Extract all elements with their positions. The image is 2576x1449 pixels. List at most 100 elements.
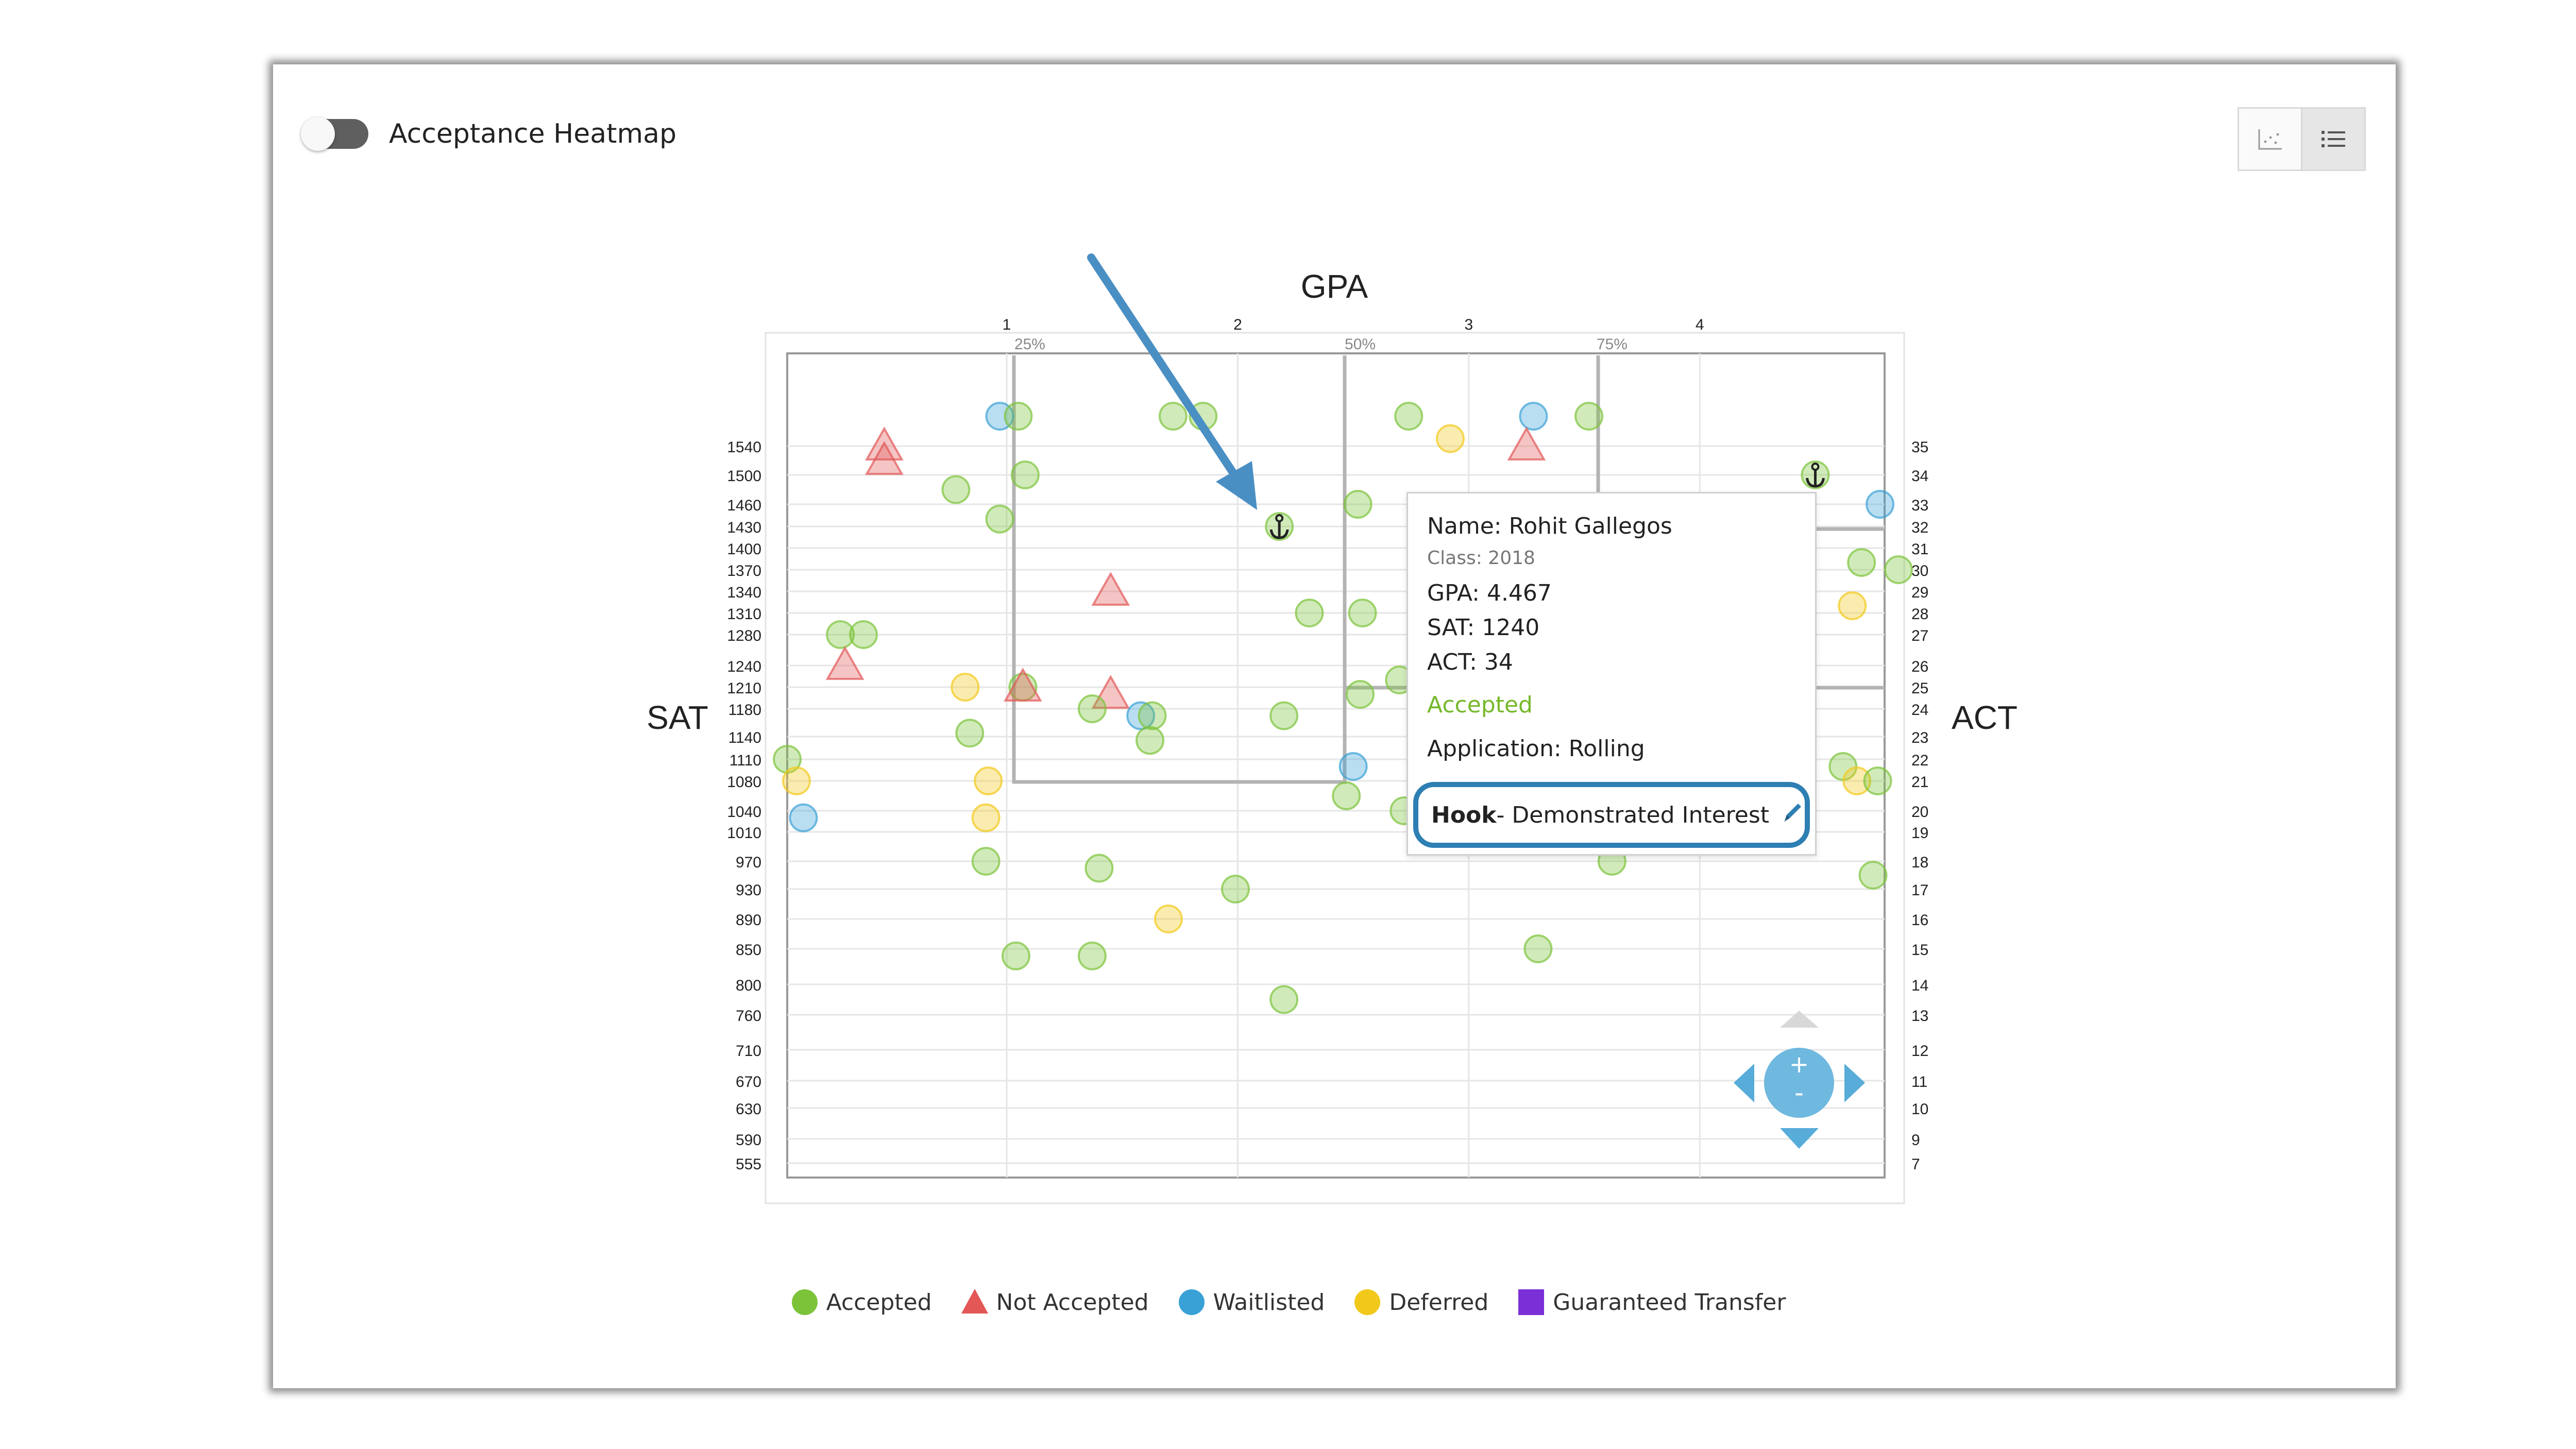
view-switcher bbox=[2238, 107, 2366, 171]
act-tick-label: 33 bbox=[1911, 497, 1928, 514]
data-point-accepted[interactable] bbox=[1346, 680, 1375, 709]
tooltip-class: Class: 2018 bbox=[1427, 548, 1535, 569]
square-marker-icon bbox=[1518, 1289, 1545, 1315]
data-point-accepted[interactable] bbox=[849, 620, 878, 649]
data-point-accepted[interactable] bbox=[1158, 402, 1188, 431]
sat-tick-label: 800 bbox=[736, 977, 761, 994]
sat-tick-label: 890 bbox=[736, 912, 761, 929]
data-point-not-accepted[interactable] bbox=[1507, 426, 1546, 461]
data-point-accepted[interactable] bbox=[971, 847, 1001, 876]
annotation-arrow bbox=[1087, 253, 1257, 510]
gpa-tick-label: 3 bbox=[1464, 316, 1473, 333]
data-point-accepted[interactable] bbox=[1084, 854, 1114, 883]
data-point-accepted[interactable] bbox=[1523, 934, 1553, 963]
gpa-tick-label: 1 bbox=[1003, 316, 1011, 333]
act-axis-label: ACT bbox=[1952, 699, 2018, 736]
data-point-deferred[interactable] bbox=[974, 766, 1003, 795]
data-point-deferred[interactable] bbox=[782, 766, 811, 795]
data-point-accepted[interactable] bbox=[1884, 555, 1913, 584]
data-point-deferred[interactable] bbox=[951, 673, 980, 702]
data-point-accepted[interactable] bbox=[1343, 490, 1372, 519]
legend-item[interactable]: Waitlisted bbox=[1177, 1288, 1325, 1317]
sat-tick-label: 1430 bbox=[727, 519, 761, 536]
tooltip-sat: SAT: 1240 bbox=[1427, 615, 1540, 641]
data-point-deferred[interactable] bbox=[1842, 766, 1872, 795]
legend-label: Deferred bbox=[1389, 1289, 1489, 1316]
data-point-accepted[interactable] bbox=[1394, 402, 1423, 431]
data-point-accepted[interactable] bbox=[1138, 701, 1167, 730]
zoom-out-button[interactable]: - bbox=[1794, 1078, 1804, 1107]
data-point-accepted[interactable] bbox=[1077, 941, 1107, 970]
data-point-deferred[interactable] bbox=[971, 803, 1001, 832]
sat-tick-label: 1210 bbox=[727, 680, 761, 697]
percentile-label: 50% bbox=[1345, 336, 1376, 353]
sat-tick-label: 1340 bbox=[727, 584, 761, 601]
pan-zoom-control: + - bbox=[1734, 1011, 1865, 1149]
act-tick-label: 25 bbox=[1911, 680, 1928, 697]
data-point-accepted[interactable] bbox=[985, 504, 1014, 534]
data-point-accepted[interactable] bbox=[1136, 726, 1165, 755]
data-point-waitlisted[interactable] bbox=[1338, 752, 1368, 781]
hook-label: Hook bbox=[1431, 802, 1497, 828]
data-point-accepted[interactable] bbox=[826, 620, 855, 649]
data-point-waitlisted[interactable] bbox=[1519, 402, 1548, 431]
data-point-not-accepted[interactable] bbox=[865, 440, 904, 475]
data-point-waitlisted[interactable] bbox=[1126, 701, 1156, 730]
data-point-accepted[interactable] bbox=[1269, 985, 1299, 1014]
legend-label: Waitlisted bbox=[1213, 1289, 1325, 1316]
pan-left-arrow[interactable] bbox=[1734, 1064, 1754, 1102]
zoom-circle bbox=[1764, 1048, 1834, 1118]
legend-item[interactable]: Accepted bbox=[790, 1288, 932, 1317]
data-point-accepted[interactable] bbox=[1001, 941, 1030, 970]
data-point-not-accepted[interactable] bbox=[825, 645, 865, 680]
data-point-accepted[interactable] bbox=[1847, 548, 1876, 577]
data-point-accepted[interactable] bbox=[1574, 402, 1604, 431]
data-point-accepted[interactable] bbox=[1010, 461, 1040, 489]
circle-marker-icon bbox=[1178, 1289, 1205, 1315]
sat-tick-label: 1010 bbox=[727, 825, 761, 842]
heatmap-toggle[interactable] bbox=[301, 117, 368, 151]
pan-down-arrow[interactable] bbox=[1780, 1128, 1819, 1149]
data-point-accepted[interactable] bbox=[1221, 875, 1250, 904]
act-tick-label: 31 bbox=[1911, 541, 1928, 558]
legend-item[interactable]: Deferred bbox=[1353, 1288, 1488, 1317]
act-tick-label: 12 bbox=[1911, 1043, 1928, 1060]
sat-tick-label: 1500 bbox=[727, 468, 761, 485]
list-view-button[interactable] bbox=[2302, 107, 2366, 171]
data-point-waitlisted[interactable] bbox=[789, 803, 818, 832]
data-point-not-accepted[interactable] bbox=[1003, 667, 1042, 702]
legend-item[interactable]: Guaranteed Transfer bbox=[1517, 1288, 1786, 1317]
data-point-accepted[interactable] bbox=[955, 719, 985, 748]
pan-right-arrow[interactable] bbox=[1844, 1064, 1865, 1102]
act-tick-label: 7 bbox=[1911, 1156, 1920, 1173]
hook-field[interactable]: Hook - Demonstrated Interest bbox=[1413, 782, 1810, 848]
sat-tick-label: 1140 bbox=[728, 729, 761, 746]
pencil-icon[interactable] bbox=[1781, 800, 1804, 830]
data-point-accepted[interactable] bbox=[1332, 781, 1361, 810]
data-point-deferred[interactable] bbox=[1838, 591, 1867, 620]
heatmap-toggle-label: Acceptance Heatmap bbox=[389, 118, 677, 149]
anchor-icon bbox=[1805, 463, 1825, 488]
gpa-tick-label: 4 bbox=[1696, 316, 1704, 333]
legend-item[interactable]: Not Accepted bbox=[960, 1288, 1149, 1317]
data-point-accepted[interactable] bbox=[1004, 402, 1033, 431]
data-point-deferred[interactable] bbox=[1435, 424, 1465, 453]
data-point-waitlisted[interactable] bbox=[1866, 490, 1895, 519]
pan-up-arrow[interactable] bbox=[1780, 1011, 1819, 1028]
data-point-accepted[interactable] bbox=[1858, 861, 1888, 890]
sat-tick-label: 1110 bbox=[730, 752, 761, 769]
data-point-accepted[interactable] bbox=[1077, 694, 1107, 723]
scatter-view-button[interactable] bbox=[2238, 107, 2302, 171]
data-point-accepted[interactable] bbox=[1863, 766, 1892, 795]
data-point-accepted[interactable] bbox=[1295, 599, 1324, 627]
toggle-knob[interactable] bbox=[301, 117, 335, 151]
sat-tick-label: 850 bbox=[736, 942, 761, 959]
zoom-in-button[interactable]: + bbox=[1789, 1050, 1809, 1078]
act-tick-label: 15 bbox=[1911, 942, 1928, 959]
data-point-accepted[interactable] bbox=[941, 475, 971, 504]
data-point-accepted[interactable] bbox=[1348, 599, 1377, 627]
heatmap-toggle-row[interactable]: Acceptance Heatmap bbox=[301, 117, 677, 151]
data-point-accepted[interactable] bbox=[1269, 701, 1299, 730]
data-point-not-accepted[interactable] bbox=[1091, 571, 1130, 606]
data-point-deferred[interactable] bbox=[1154, 905, 1183, 933]
